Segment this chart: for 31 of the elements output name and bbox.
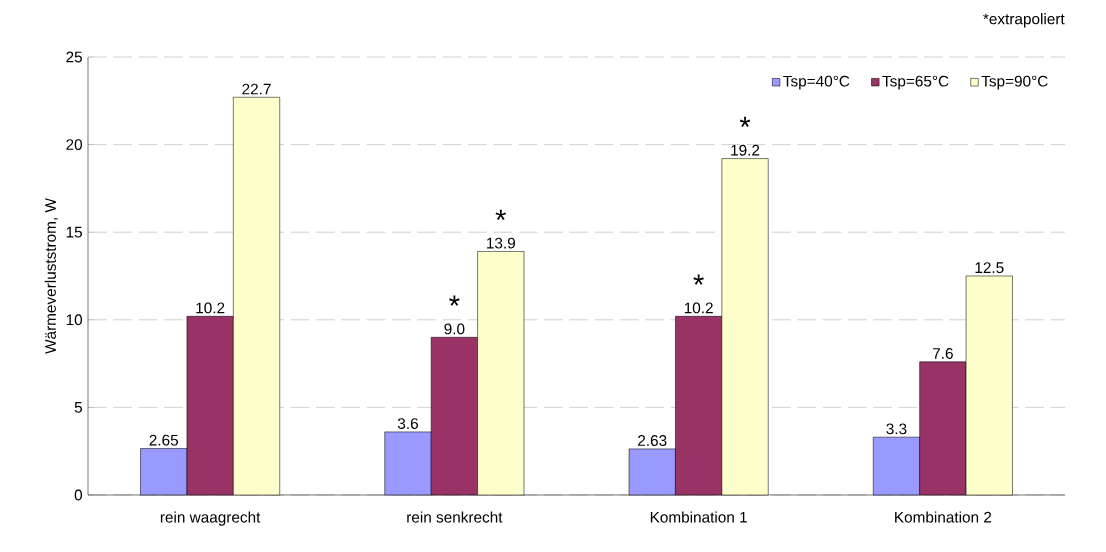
data-label: 10.2 — [684, 302, 713, 314]
annotation: * — [693, 274, 704, 285]
annotation: * — [739, 116, 751, 128]
x-tick-label: Kombination 1 — [650, 511, 747, 523]
annotation: * — [495, 209, 507, 220]
data-label: 12.5 — [975, 262, 1004, 274]
y-tick-label: 15 — [66, 226, 82, 238]
data-label: 2.63 — [638, 435, 667, 446]
data-label: 22.7 — [242, 83, 271, 95]
data-label: 3.6 — [397, 418, 418, 429]
annotation: * — [449, 295, 460, 306]
data-label: 9.0 — [444, 323, 465, 335]
data-label: 10.2 — [196, 302, 225, 314]
data-label: 7.6 — [933, 348, 953, 359]
y-tick-label: 0 — [74, 489, 83, 501]
y-tick-label: 10 — [66, 314, 83, 326]
data-label: 13.9 — [487, 237, 515, 249]
y-tick-label: 25 — [66, 51, 82, 63]
x-tick-label: rein senkrecht — [407, 511, 503, 523]
x-tick-label: rein waagrecht — [160, 511, 261, 526]
y-axis-title: Wärmeverluststrom, W — [44, 198, 58, 354]
legend-label: Tsp=90°C — [981, 75, 1048, 90]
legend-label: Tsp=65°C — [882, 75, 949, 90]
y-tick-label: 20 — [66, 139, 83, 151]
text: *extrapoliert — [983, 13, 1065, 28]
data-label: 3.3 — [886, 423, 907, 435]
x-tick-label: Kombination 2 — [895, 511, 992, 523]
y-tick-label: 5 — [74, 402, 82, 413]
legend-label: Tsp=40°C — [783, 75, 850, 90]
data-label: 2.65 — [149, 434, 178, 446]
data-label: 19.2 — [731, 144, 760, 156]
